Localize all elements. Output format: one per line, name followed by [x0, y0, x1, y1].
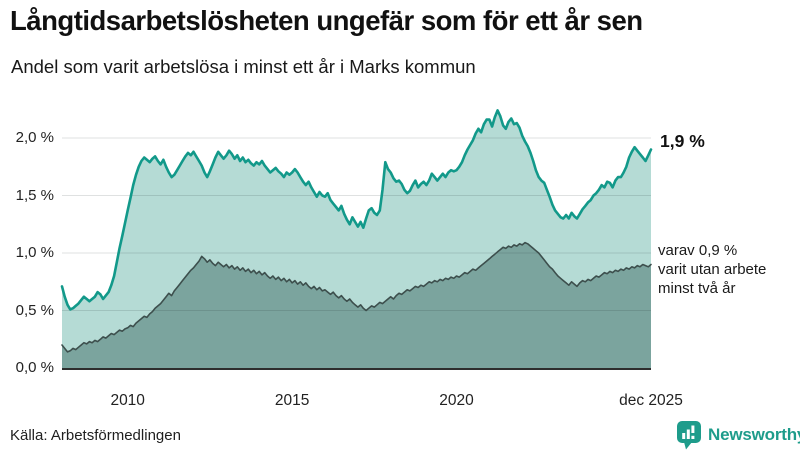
- y-axis-label: 0,0 %: [15, 359, 54, 376]
- series-line-1: [60, 109, 653, 311]
- newsworthy-label: Newsworthy: [708, 425, 800, 444]
- x-axis-label: 2020: [439, 392, 474, 409]
- y-axis-label: 1,0 %: [15, 244, 54, 261]
- x-axis-label: dec 2025: [619, 392, 683, 409]
- secondary-annotation-line: varit utan arbete: [658, 261, 767, 278]
- y-axis-label: 2,0 %: [15, 129, 54, 146]
- newsworthy-icon: [677, 421, 701, 450]
- y-axis-label: 0,5 %: [15, 301, 54, 319]
- secondary-annotation-line: minst två år: [658, 280, 736, 297]
- x-axis-label: 2015: [274, 392, 310, 409]
- x-axis-label: 2010: [110, 392, 145, 409]
- newsworthy-logo[interactable]: Newsworthy: [676, 420, 800, 450]
- secondary-series-annotation: varav 0,9 % varit utan arbete minst två …: [658, 241, 766, 298]
- latest-value-annotation: 1,9 %: [660, 131, 705, 151]
- page-subtitle: Andel som varit arbetslösa i minst ett å…: [11, 56, 476, 77]
- page-title: Långtidsarbetslösheten ungefär som för e…: [10, 5, 643, 36]
- y-axis-label: 1,5 %: [15, 186, 54, 204]
- x-axis: 2010 2015 2020 dec 2025: [0, 392, 800, 414]
- series-line-2: [61, 241, 652, 353]
- secondary-annotation-line: varav 0,9 %: [658, 242, 738, 259]
- y-axis: 0,0 % 0,5 % 1,0 % 1,5 % 2,0 %: [0, 0, 54, 450]
- source-credit: Källa: Arbetsförmedlingen: [10, 427, 181, 444]
- area-fill-series-2: [62, 242, 651, 368]
